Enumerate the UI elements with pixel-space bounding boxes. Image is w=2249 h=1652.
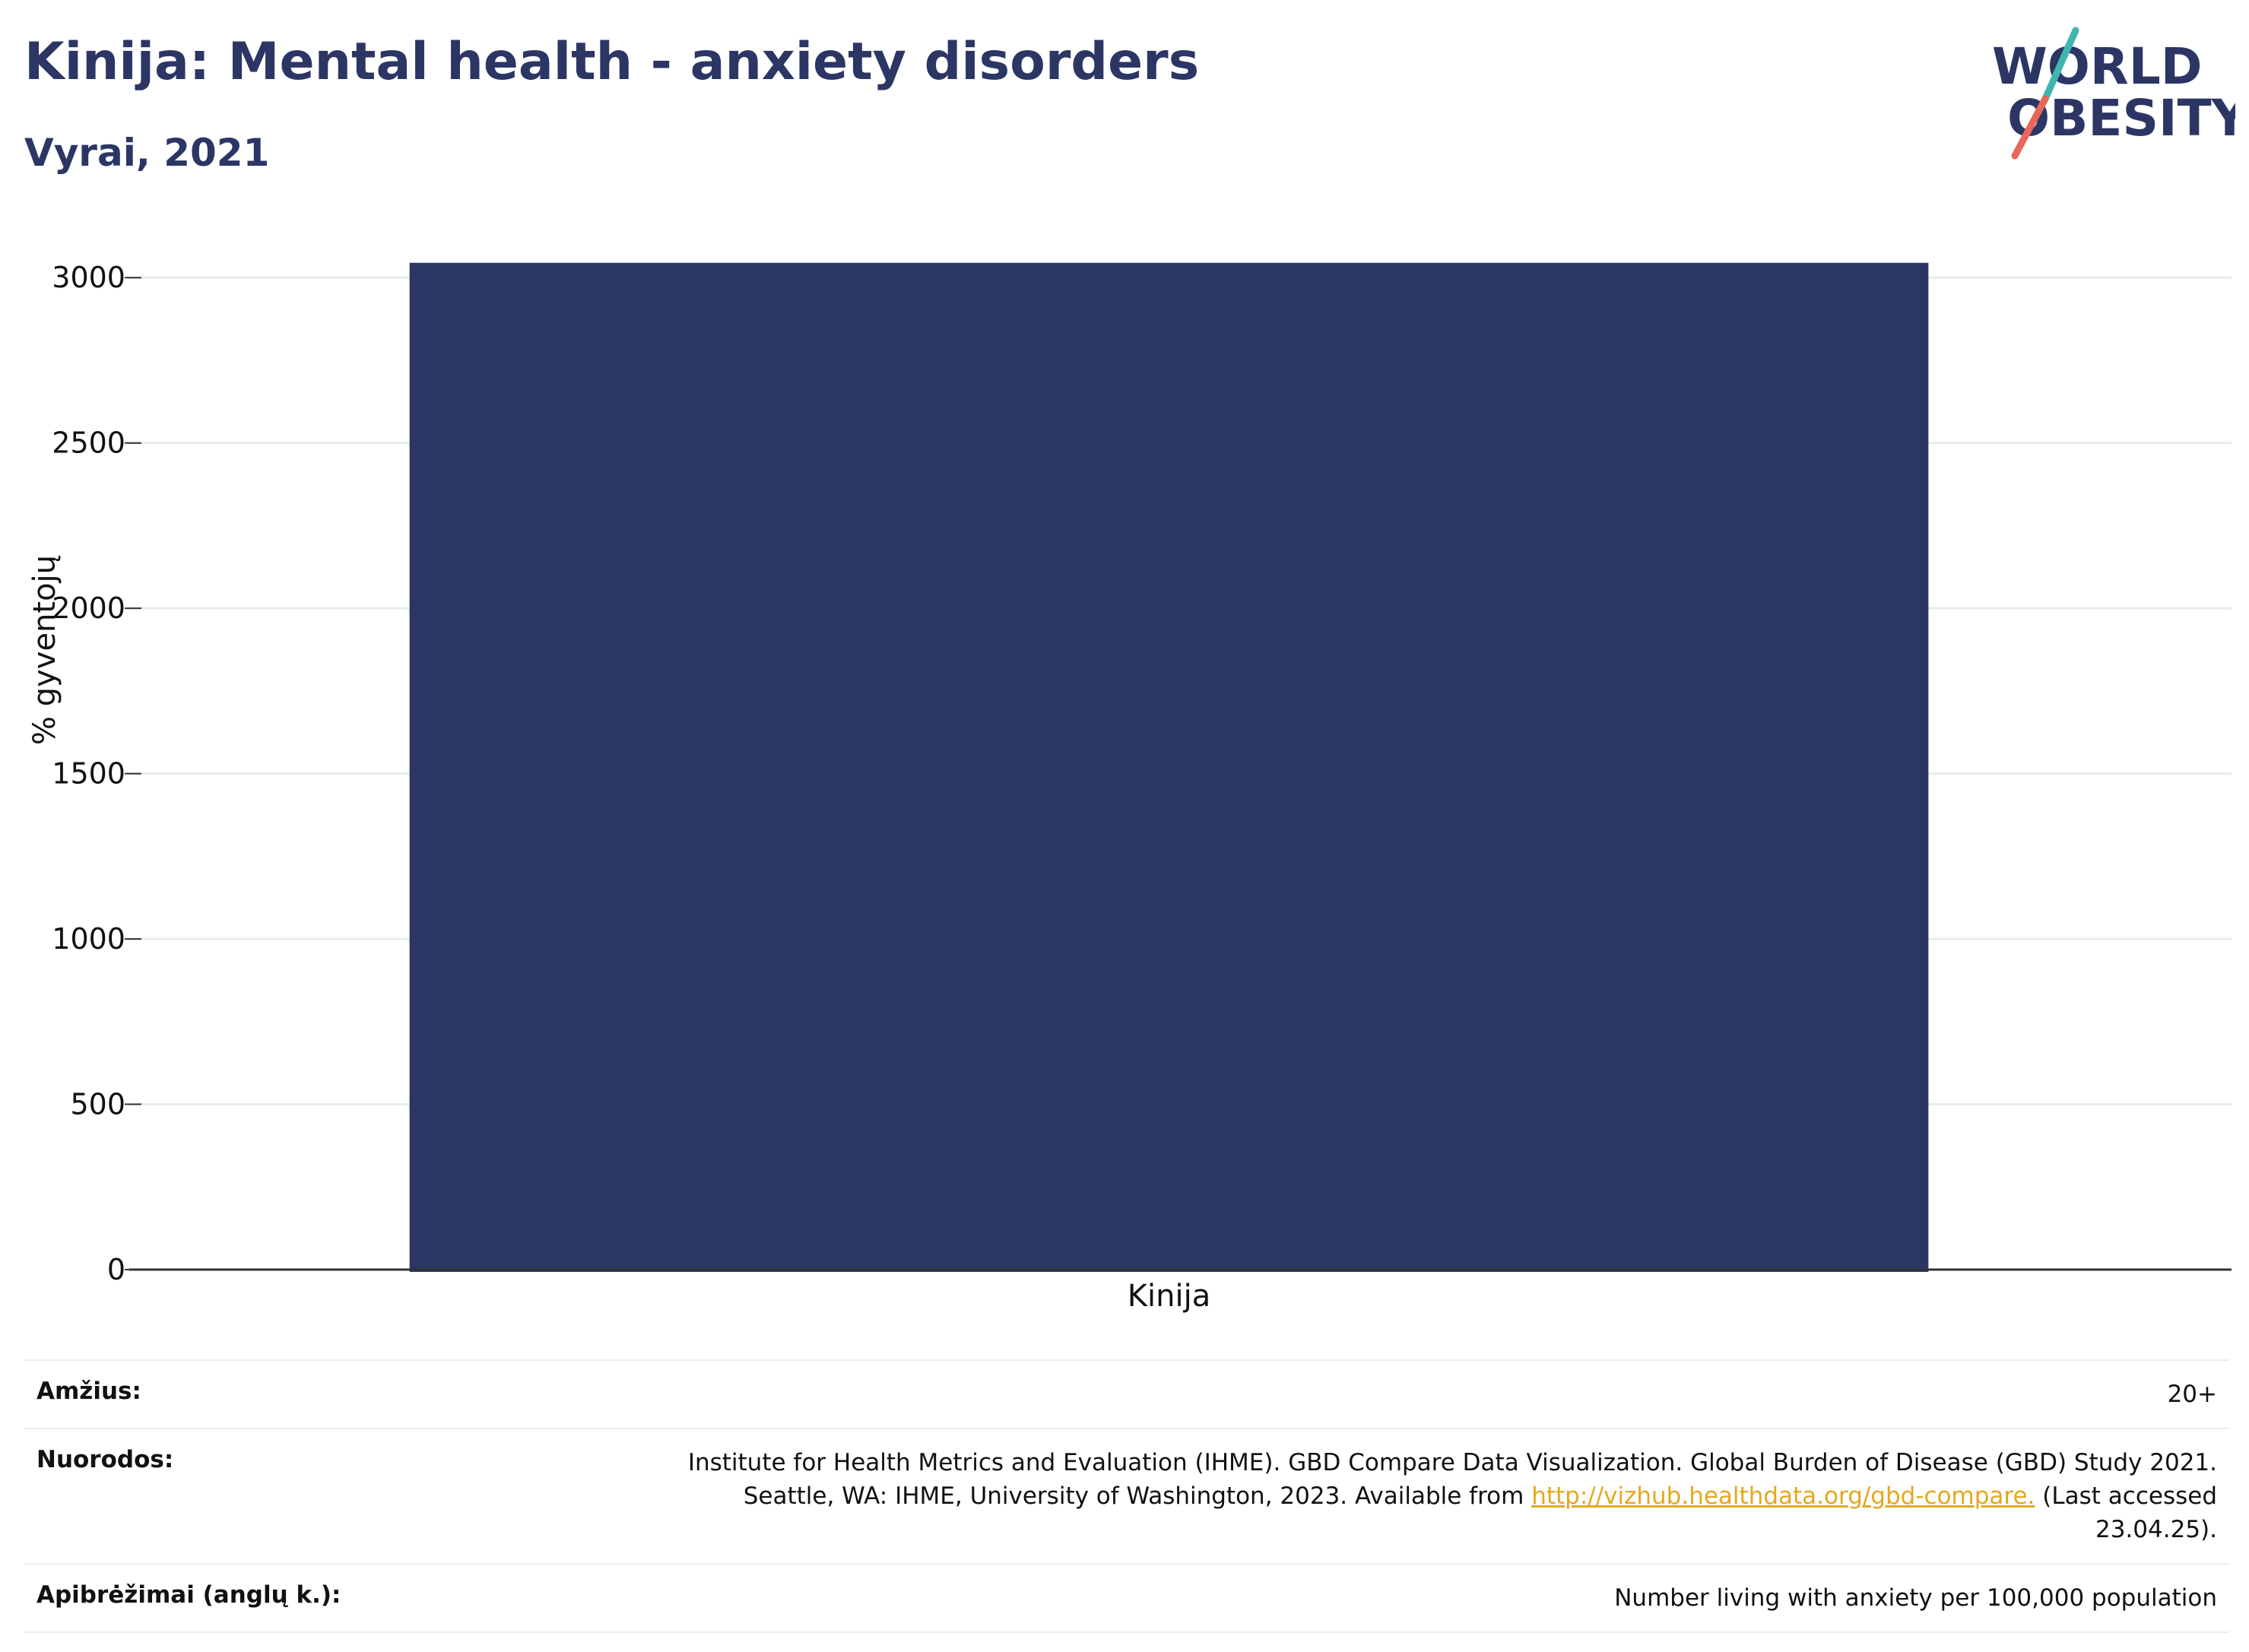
y-axis-ticks: 0 500 1000 1500 2000 2500 3000 xyxy=(52,261,141,1286)
info-row-references: Nuorodos: Institute for Health Metrics a… xyxy=(24,1429,2229,1565)
chart-title: Kinija: Mental health - anxiety disorder… xyxy=(24,32,1200,92)
x-axis-labels: Kinija xyxy=(1128,1279,1210,1314)
bar xyxy=(409,262,1929,1273)
references-text-end: (Last accessed 23.04.25). xyxy=(2035,1482,2217,1543)
definitions-label: Apibrėžimai (anglų k.): xyxy=(36,1581,341,1609)
x-tick-label: Kinija xyxy=(1128,1279,1210,1314)
references-text: Institute for Health Metrics and Evaluat… xyxy=(687,1449,2217,1510)
age-value: 20+ xyxy=(2167,1381,2217,1408)
y-tick-label: 2000 xyxy=(52,591,125,625)
age-label: Amžius: xyxy=(36,1378,141,1405)
y-axis-title: % gyventojų xyxy=(27,555,62,745)
chart-subtitle: Vyrai, 2021 xyxy=(24,131,270,175)
references-label: Nuorodos: xyxy=(36,1446,174,1473)
bars xyxy=(409,262,1929,1273)
references-link[interactable]: http://vizhub.healthdata.org/gbd-compare… xyxy=(1531,1482,2035,1510)
y-tick-label: 1000 xyxy=(52,922,125,956)
info-row-definitions: Apibrėžimai (anglų k.): Number living wi… xyxy=(24,1565,2229,1633)
svg-text:WORLD: WORLD xyxy=(1992,37,2203,96)
world-obesity-logo: WORLD OBESITY xyxy=(1992,27,2235,160)
definitions-value: Number living with anxiety per 100,000 p… xyxy=(1614,1584,2217,1612)
info-table: Amžius: 20+ Nuorodos: Institute for Heal… xyxy=(24,1359,2229,1633)
y-tick-label: 2500 xyxy=(52,426,125,460)
y-tick-label: 3000 xyxy=(52,261,125,294)
y-tick-label: 500 xyxy=(70,1088,125,1121)
info-row-age: Amžius: 20+ xyxy=(24,1361,2229,1429)
references-value: Institute for Health Metrics and Evaluat… xyxy=(636,1446,2217,1546)
bar-chart: 0 500 1000 1500 2000 2500 3000 Kinija % gyvent… xyxy=(27,261,2232,1314)
y-tick-label: 0 xyxy=(107,1253,125,1286)
y-tick-label: 1500 xyxy=(52,757,125,791)
